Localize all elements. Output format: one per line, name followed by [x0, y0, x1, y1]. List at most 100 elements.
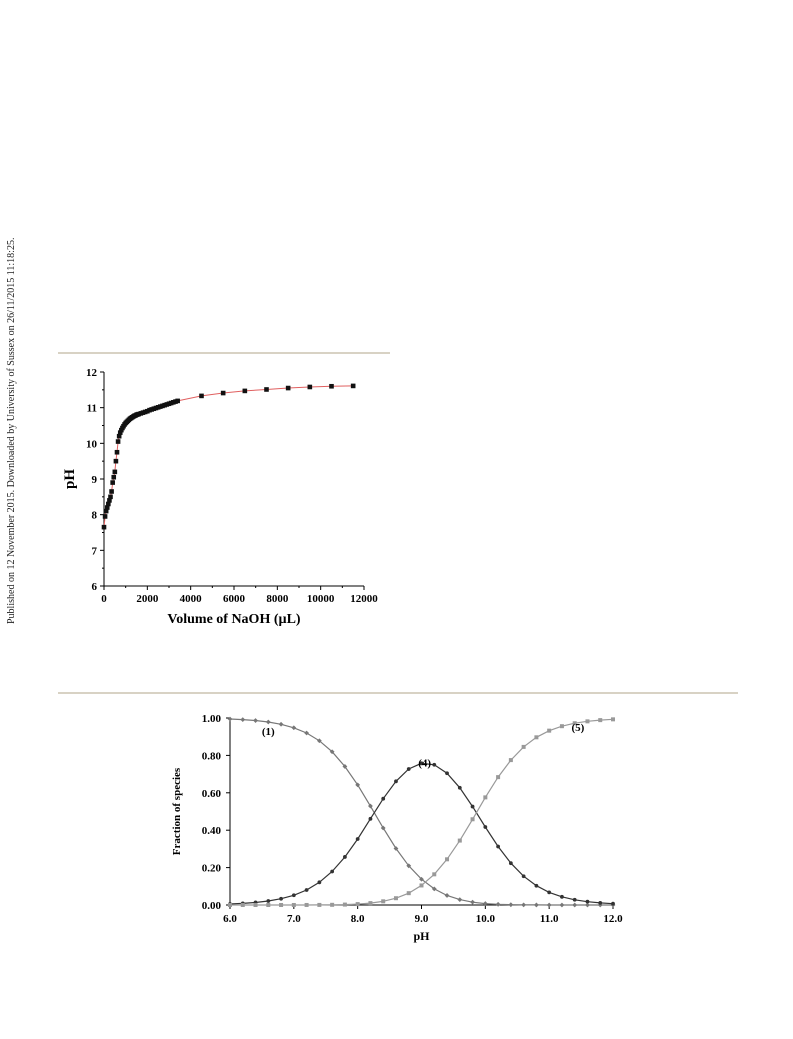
species-4-point: [521, 874, 526, 879]
y-tick-label: 10: [86, 438, 98, 450]
x-tick-label: 10.0: [476, 913, 496, 925]
species-4-point: [291, 893, 296, 898]
species-4-point: [355, 837, 360, 841]
y-axis-title: Fraction of species: [171, 767, 183, 855]
species-1-point: [419, 876, 424, 882]
data-point: [199, 393, 204, 399]
y-tick-label: 8: [92, 510, 98, 522]
x-tick-label: 7.0: [287, 913, 301, 925]
species-1-point: [521, 902, 527, 908]
species-4-point: [330, 869, 335, 874]
species-5-point: [342, 902, 347, 907]
species-5-point: [266, 902, 271, 907]
species-1-point: [585, 902, 590, 908]
species-5-point: [406, 891, 411, 896]
species-1-point: [559, 902, 565, 908]
species-1-point: [508, 902, 514, 908]
species-1-point: [470, 899, 475, 905]
species-1-point: [431, 886, 437, 892]
species-1-point: [393, 846, 399, 851]
data-point: [307, 384, 313, 390]
species-5-point: [598, 718, 603, 723]
data-point: [110, 480, 115, 485]
species-5-point: [521, 744, 526, 749]
data-point: [350, 383, 356, 389]
species-4-point: [470, 804, 475, 809]
species-4-point: [394, 779, 398, 784]
species-4-point: [534, 883, 539, 888]
species-1-point: [240, 717, 246, 723]
x-tick-label: 9.0: [415, 913, 429, 925]
data-point: [109, 489, 114, 494]
divider-middle: [58, 692, 738, 694]
y-tick-label: 12: [86, 367, 98, 379]
species-5-point: [393, 896, 398, 901]
species-annotation: (4): [418, 758, 431, 770]
species-5-point: [585, 719, 590, 724]
data-point: [106, 501, 111, 507]
data-point: [101, 524, 107, 530]
species-5-point: [534, 735, 539, 740]
data-point: [114, 449, 120, 455]
species-4-point: [598, 900, 603, 905]
species-1-point: [534, 902, 539, 908]
species-4-point: [419, 761, 424, 766]
species-annotation: (1): [262, 726, 275, 738]
species-5-point: [432, 872, 437, 877]
species-5-point: [240, 902, 245, 907]
species-1-point: [291, 725, 297, 731]
x-axis-title: Volume of NaOH (µL): [167, 612, 300, 627]
species-1-point: [342, 764, 348, 769]
data-point: [113, 458, 119, 464]
species-4-point: [560, 894, 564, 899]
x-tick-label: 4000: [180, 593, 203, 605]
species-1-point: [495, 901, 501, 907]
data-point: [108, 494, 113, 500]
species-5-point: [496, 775, 501, 780]
data-point: [103, 508, 109, 514]
species-5-point: [330, 902, 335, 907]
species-5-point: [228, 902, 232, 907]
y-tick-label: 6: [92, 581, 98, 593]
x-tick-label: 12000: [350, 593, 378, 605]
species-4-point: [266, 899, 271, 903]
species-1-point: [457, 897, 463, 903]
species-5-point: [559, 724, 564, 729]
species-1-point: [572, 902, 578, 908]
species-line-4: [229, 762, 614, 905]
y-tick-label: 0.20: [202, 863, 222, 875]
species-5-point: [572, 721, 577, 726]
x-tick-label: 8.0: [351, 913, 365, 925]
data-point: [102, 514, 108, 519]
species-1-point: [304, 730, 309, 736]
y-tick-label: 7: [92, 545, 98, 557]
y-tick-label: 0.60: [202, 788, 222, 800]
species-5-point: [381, 899, 386, 904]
x-tick-label: 12.0: [603, 913, 623, 925]
data-point: [112, 469, 118, 475]
x-tick-label: 11.0: [540, 913, 559, 925]
species-4-point: [483, 825, 488, 829]
data-point: [115, 439, 121, 444]
species-4-point: [547, 890, 552, 895]
species-4-point: [304, 888, 309, 892]
species-1-point: [329, 749, 335, 755]
data-point: [104, 505, 110, 510]
data-point: [107, 498, 112, 503]
x-tick-label: 2000: [136, 593, 159, 605]
data-point: [116, 433, 122, 439]
species-5-point: [483, 795, 488, 800]
y-tick-label: 11: [87, 403, 97, 415]
species-5-point: [457, 838, 462, 843]
data-point: [242, 388, 248, 394]
data-point: [117, 430, 123, 435]
species-1-point: [444, 893, 450, 898]
y-axis-title: pH: [62, 469, 78, 489]
species-4-point: [343, 855, 347, 859]
species-5-point: [508, 758, 513, 763]
x-tick-label: 0: [101, 593, 107, 605]
x-tick-label: 10000: [307, 593, 335, 605]
species-1-point: [316, 738, 322, 744]
